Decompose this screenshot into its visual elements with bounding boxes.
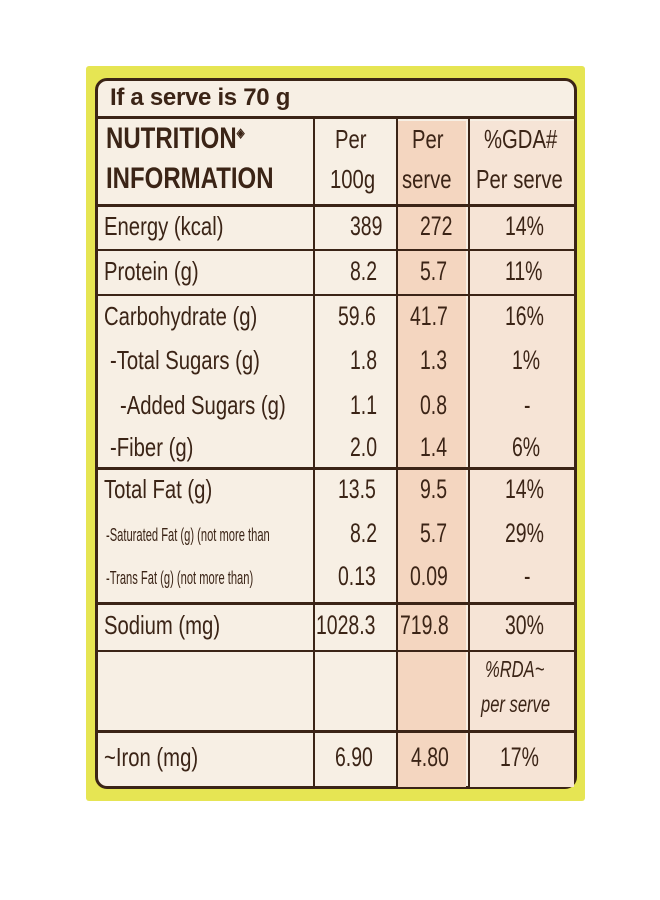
iron-per-100g: 6.90	[335, 742, 373, 772]
nutrient-per-100g: 0.13	[338, 561, 376, 591]
nutrient-label: -Saturated Fat (g) (not more than	[106, 525, 270, 545]
header-per-100g-unit: 100g	[330, 164, 376, 194]
serve-size-note: If a serve is 70 g	[95, 78, 577, 119]
nutrient-per-100g: 389	[350, 211, 383, 241]
nutrient-per-100g: 13.5	[338, 474, 376, 504]
iron-label: ~Iron (mg)	[104, 742, 199, 772]
nutrient-per-100g: 1.1	[350, 390, 378, 420]
nutrient-per-100g: 1.8	[350, 345, 378, 375]
nutrient-label: -Added Sugars (g)	[120, 390, 286, 420]
nutrient-gda: 11%	[505, 256, 543, 286]
nutrient-per-serve: 0.8	[420, 390, 448, 420]
iron-per-serve: 4.80	[411, 742, 449, 772]
nutrient-label: Total Fat (g)	[104, 474, 213, 504]
row-divider	[97, 249, 575, 251]
row-divider	[97, 204, 575, 207]
nutrient-gda: 30%	[505, 610, 544, 640]
nutrient-label: Energy (kcal)	[104, 211, 224, 241]
row-divider	[97, 602, 575, 605]
nutrient-per-serve: 9.5	[420, 474, 448, 504]
nutrient-gda: 14%	[505, 211, 544, 241]
header-per-100g: Per	[335, 124, 367, 154]
row-divider	[97, 294, 575, 296]
nutrient-gda: -	[524, 561, 531, 591]
column-divider	[396, 119, 398, 787]
nutrient-label: Carbohydrate (g)	[104, 301, 258, 331]
nutrient-label: -Total Sugars (g)	[110, 345, 260, 375]
nutrient-label: -Fiber (g)	[110, 432, 194, 462]
rda-header: %RDA~	[485, 656, 545, 682]
nutrient-per-100g: 8.2	[350, 256, 378, 286]
header-title: NUTRITION◈	[106, 122, 245, 155]
nutrient-per-100g: 1028.3	[316, 610, 376, 640]
row-divider	[97, 650, 575, 652]
nutrient-label: Sodium (mg)	[104, 610, 221, 640]
row-divider	[97, 467, 575, 470]
gda-column-shade	[470, 121, 574, 787]
header-title-line2: INFORMATION	[106, 162, 274, 195]
nutrient-per-serve: 272	[420, 211, 453, 241]
row-divider	[97, 730, 575, 733]
nutrient-gda: 6%	[512, 432, 541, 462]
nutrient-per-serve: 719.8	[400, 610, 449, 640]
nutrient-gda: -	[524, 390, 531, 420]
column-divider	[313, 119, 315, 787]
nutrient-gda: 16%	[505, 301, 544, 331]
per-serve-column-shade	[398, 121, 466, 787]
header-per-serve-unit: serve	[402, 164, 452, 194]
column-divider	[468, 119, 470, 787]
iron-rda: 17%	[500, 742, 539, 772]
nutrient-per-serve: 0.09	[410, 561, 448, 591]
nutrient-per-serve: 1.3	[420, 345, 448, 375]
nutrient-per-serve: 1.4	[420, 432, 448, 462]
header-gda: %GDA#	[484, 124, 558, 154]
nutrient-per-100g: 2.0	[350, 432, 378, 462]
nutrient-per-100g: 59.6	[338, 301, 376, 331]
nutrient-per-serve: 5.7	[420, 256, 448, 286]
rda-header-per-serve: per serve	[481, 691, 551, 717]
nutrient-per-serve: 5.7	[420, 518, 448, 548]
nutrient-gda: 29%	[505, 518, 544, 548]
nutrient-per-serve: 41.7	[410, 301, 448, 331]
nutrient-label: Protein (g)	[104, 256, 199, 286]
nutrient-gda: 14%	[505, 474, 544, 504]
header-gda-per-serve: Per serve	[476, 164, 563, 194]
nutrient-label: -Trans Fat (g) (not more than)	[106, 568, 254, 588]
header-per-serve: Per	[412, 124, 444, 154]
nutrient-gda: 1%	[512, 345, 541, 375]
nutrient-per-100g: 8.2	[350, 518, 378, 548]
